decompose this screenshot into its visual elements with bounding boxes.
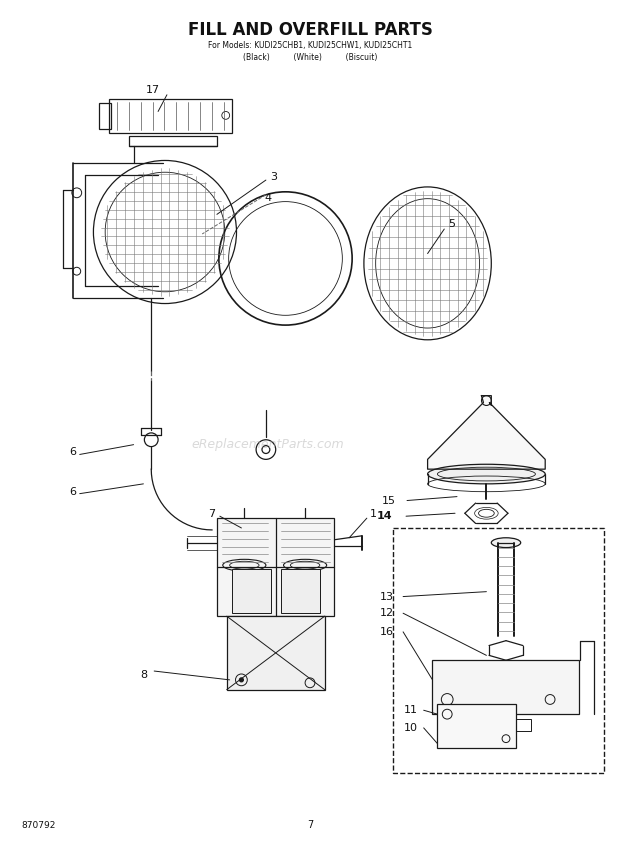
Bar <box>217 518 335 616</box>
Polygon shape <box>428 395 545 469</box>
Bar <box>437 704 516 748</box>
Text: eReplacementParts.com: eReplacementParts.com <box>191 438 343 451</box>
Bar <box>227 616 325 690</box>
Text: 7: 7 <box>208 509 216 520</box>
Bar <box>516 719 531 731</box>
Bar <box>232 569 271 613</box>
Text: 1: 1 <box>370 509 377 520</box>
Text: 17: 17 <box>146 85 160 95</box>
Text: 5: 5 <box>449 219 456 229</box>
Bar <box>99 103 111 129</box>
Bar <box>281 569 320 613</box>
Text: 870792: 870792 <box>21 821 55 829</box>
Bar <box>433 660 580 714</box>
Text: 13: 13 <box>379 591 394 602</box>
Circle shape <box>239 678 244 682</box>
Ellipse shape <box>491 538 521 548</box>
Text: 4: 4 <box>264 193 272 203</box>
Ellipse shape <box>428 464 545 484</box>
Bar <box>109 98 232 133</box>
Bar <box>129 136 217 146</box>
Text: 6: 6 <box>69 447 76 456</box>
Text: (Black)          (White)          (Biscuit): (Black) (White) (Biscuit) <box>243 53 377 62</box>
Bar <box>393 528 604 773</box>
Text: 10: 10 <box>404 722 418 733</box>
Text: 12: 12 <box>379 609 394 618</box>
Text: 16: 16 <box>379 627 394 637</box>
Text: 11: 11 <box>404 705 418 716</box>
Text: 15: 15 <box>381 496 396 506</box>
Text: 14: 14 <box>377 511 392 521</box>
Text: 8: 8 <box>140 670 147 680</box>
Text: FILL AND OVERFILL PARTS: FILL AND OVERFILL PARTS <box>188 21 432 39</box>
Text: 7: 7 <box>307 820 313 829</box>
Text: For Models: KUDI25CHB1, KUDI25CHW1, KUDI25CHT1: For Models: KUDI25CHB1, KUDI25CHW1, KUDI… <box>208 41 412 51</box>
Text: 3: 3 <box>270 172 277 182</box>
Text: 6: 6 <box>69 487 76 496</box>
